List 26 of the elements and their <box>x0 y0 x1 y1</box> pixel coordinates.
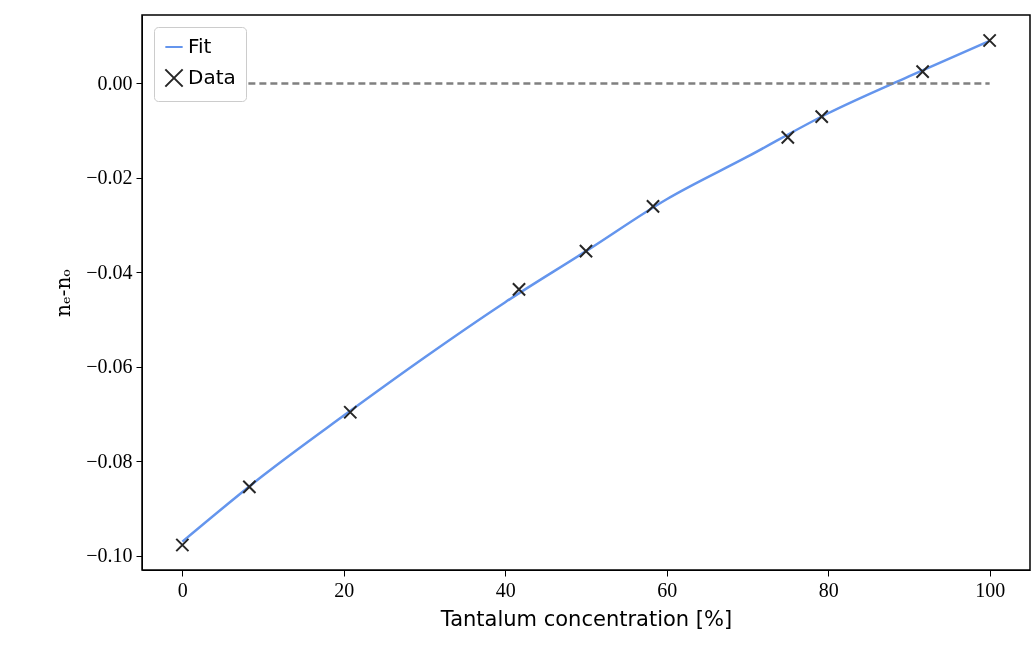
y-tick-label: −0.10 <box>86 544 133 567</box>
point <box>511 282 527 297</box>
point <box>645 199 661 214</box>
y-tick-label: −0.02 <box>86 166 133 189</box>
point <box>814 109 829 124</box>
point <box>242 479 257 494</box>
point <box>343 405 358 420</box>
y-tick-label: −0.06 <box>86 355 133 378</box>
x-axis-title: Tantalum concentration [%] <box>439 606 733 631</box>
point <box>175 537 190 553</box>
y-tick-label: −0.04 <box>86 260 133 283</box>
point <box>780 130 795 145</box>
x-tick-label: 60 <box>657 578 678 601</box>
point <box>915 64 930 79</box>
x-tick-label: 0 <box>177 578 188 601</box>
y-tick-label: −0.08 <box>86 449 133 472</box>
y-tick-label: 0.00 <box>97 71 133 94</box>
x-tick-label: 80 <box>818 578 839 601</box>
x-tick-label: 100 <box>975 578 1006 601</box>
legend-label: Fit <box>188 34 212 58</box>
y-axis-title: nₑ-nₒ <box>51 269 76 317</box>
legend-label: Data <box>188 65 236 89</box>
x-tick-label: 40 <box>495 578 516 601</box>
x-tick-label: 20 <box>334 578 355 601</box>
point <box>578 244 594 259</box>
point <box>982 33 997 48</box>
